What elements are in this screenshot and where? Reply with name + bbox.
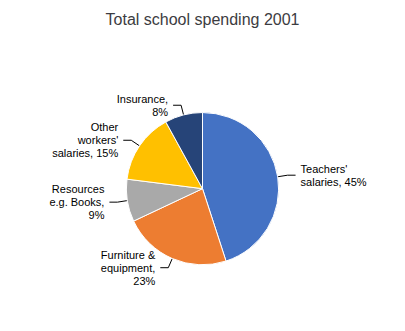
- svg-text:equipment,: equipment,: [101, 262, 155, 274]
- svg-text:Resources: Resources: [52, 183, 105, 195]
- svg-text:23%: 23%: [133, 275, 155, 287]
- svg-text:8%: 8%: [152, 106, 168, 118]
- svg-text:Teachers': Teachers': [301, 163, 348, 175]
- svg-text:workers': workers': [77, 134, 119, 146]
- svg-text:Total school spending 2001: Total school spending 2001: [106, 11, 300, 28]
- svg-text:salaries, 15%: salaries, 15%: [52, 147, 118, 159]
- svg-text:Furniture &: Furniture &: [101, 249, 156, 261]
- svg-text:9%: 9%: [89, 209, 105, 221]
- svg-text:e.g. Books,: e.g. Books,: [49, 196, 104, 208]
- svg-text:Insurance,: Insurance,: [117, 93, 168, 105]
- svg-text:Other: Other: [91, 121, 119, 133]
- svg-text:salaries, 45%: salaries, 45%: [301, 176, 367, 188]
